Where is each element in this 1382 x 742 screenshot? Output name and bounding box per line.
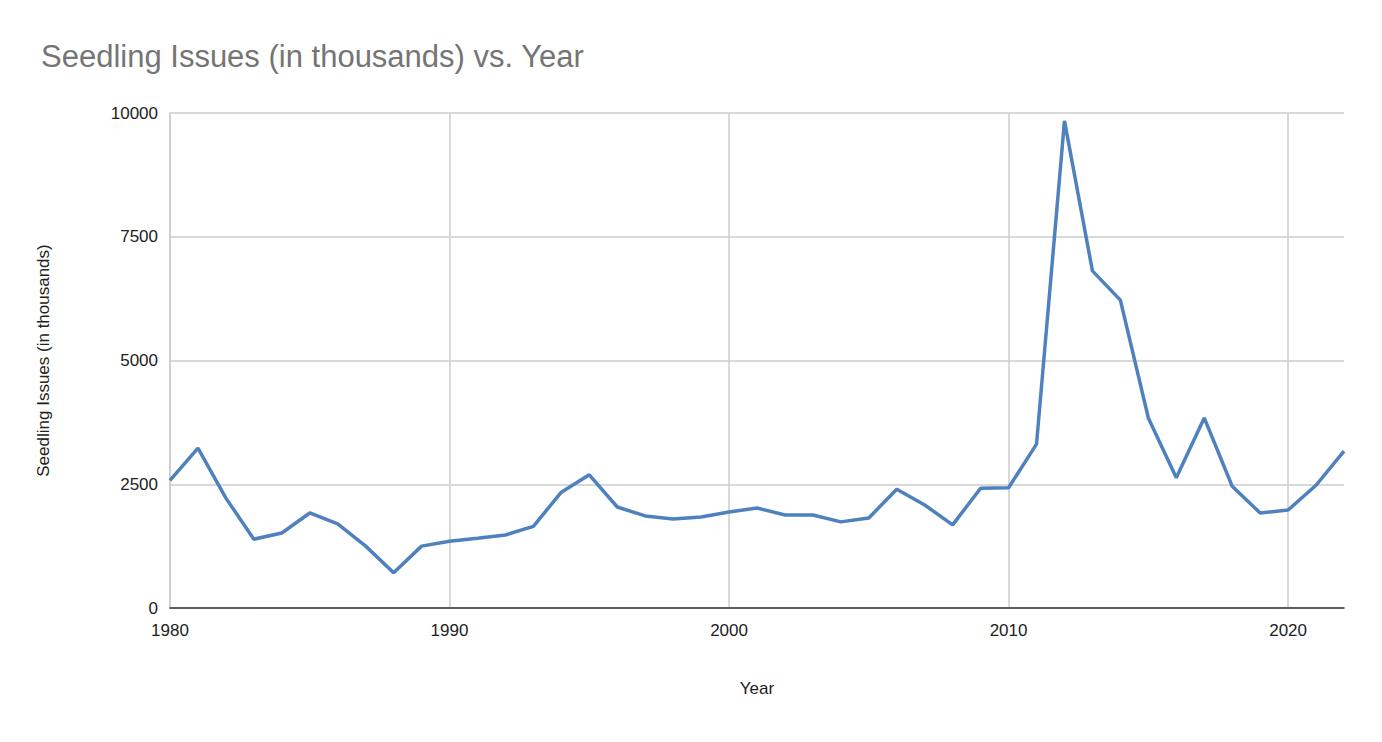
svg-text:2020: 2020 [1269,621,1307,640]
svg-text:2000: 2000 [710,621,748,640]
svg-text:1990: 1990 [431,621,469,640]
svg-text:1980: 1980 [151,621,189,640]
svg-text:5000: 5000 [120,351,158,370]
svg-text:Seedling Issues (in thousands): Seedling Issues (in thousands) vs. Year [41,39,584,74]
svg-text:Seedling Issues (in thousands): Seedling Issues (in thousands) [34,244,53,476]
svg-text:Year: Year [740,679,775,698]
svg-text:0: 0 [149,599,158,618]
svg-text:2010: 2010 [990,621,1028,640]
svg-text:10000: 10000 [111,104,158,123]
svg-text:2500: 2500 [120,475,158,494]
svg-text:7500: 7500 [120,227,158,246]
